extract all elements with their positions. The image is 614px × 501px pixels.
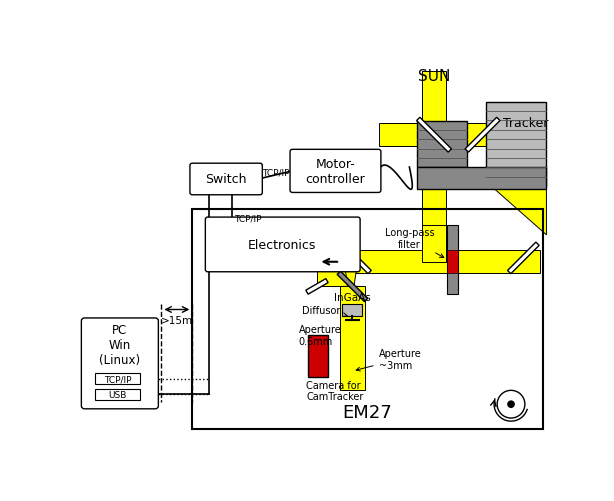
Polygon shape [340, 242, 371, 274]
Polygon shape [508, 242, 539, 274]
Polygon shape [465, 118, 500, 153]
Bar [343, 305, 362, 317]
Polygon shape [446, 124, 494, 147]
Text: Switch: Switch [205, 173, 247, 186]
Text: TCP/IP: TCP/IP [104, 375, 131, 384]
Text: TCP/IP: TCP/IP [234, 214, 262, 223]
Text: USB: USB [108, 390, 126, 399]
Circle shape [507, 401, 515, 408]
Bar [486, 102, 546, 187]
Polygon shape [343, 287, 359, 310]
Text: Tracker: Tracker [503, 117, 548, 130]
Text: SUN: SUN [418, 69, 450, 84]
Polygon shape [340, 287, 365, 391]
Polygon shape [337, 272, 368, 302]
Polygon shape [417, 118, 451, 153]
Polygon shape [494, 147, 546, 235]
Text: EM27: EM27 [342, 403, 392, 421]
FancyBboxPatch shape [82, 318, 158, 409]
Bar [192, 210, 543, 429]
Text: TCP/IP: TCP/IP [262, 168, 290, 177]
Bar [308, 335, 328, 377]
Text: Motor-
controller: Motor- controller [306, 158, 365, 185]
FancyBboxPatch shape [190, 164, 262, 195]
Circle shape [497, 391, 525, 418]
Bar [95, 374, 140, 384]
Polygon shape [379, 124, 421, 147]
Bar [417, 168, 546, 189]
FancyBboxPatch shape [205, 217, 360, 272]
Bar [447, 225, 458, 295]
Bar [95, 389, 140, 400]
Text: PC
Win
(Linux): PC Win (Linux) [99, 323, 141, 366]
Text: Electronics: Electronics [248, 238, 317, 251]
Bar [417, 122, 467, 168]
Polygon shape [343, 250, 359, 287]
Text: Aperture
0.6mm: Aperture 0.6mm [298, 325, 341, 346]
Text: Aperture
~3mm: Aperture ~3mm [356, 348, 421, 371]
Bar [447, 250, 458, 274]
Polygon shape [422, 225, 446, 262]
Text: >15m: >15m [161, 315, 193, 325]
Polygon shape [317, 250, 352, 287]
Text: Diffusor: Diffusor [302, 306, 347, 317]
Polygon shape [317, 250, 540, 274]
Polygon shape [422, 72, 446, 171]
Polygon shape [422, 189, 446, 225]
Polygon shape [306, 279, 328, 295]
Text: InGaAs: InGaAs [334, 292, 371, 302]
FancyBboxPatch shape [290, 150, 381, 193]
Text: Camera for
CamTracker: Camera for CamTracker [306, 380, 363, 401]
Text: Long-pass
filter: Long-pass filter [384, 227, 444, 258]
